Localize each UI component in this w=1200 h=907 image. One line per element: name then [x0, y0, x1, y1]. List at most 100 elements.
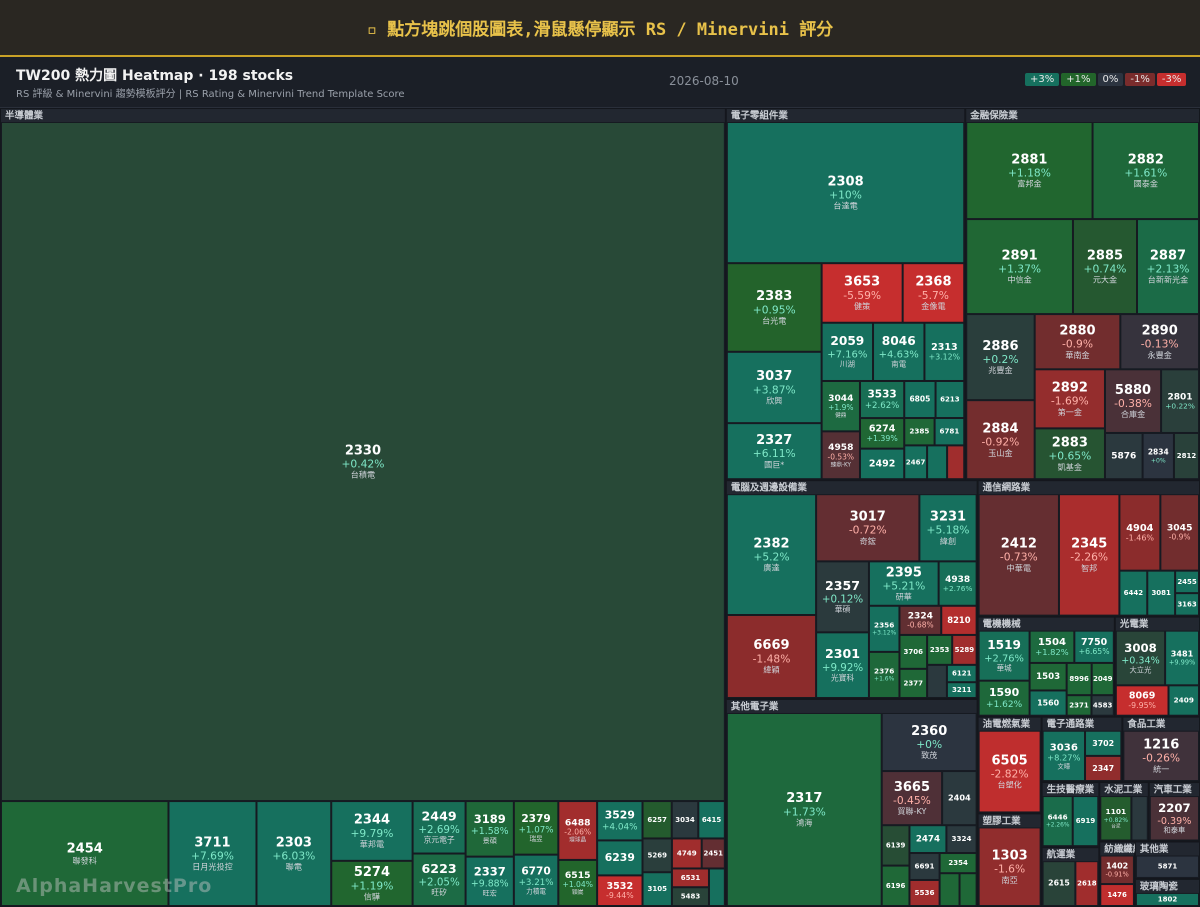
stock-tile[interactable]: 3081	[1147, 570, 1176, 616]
stock-tile[interactable]: 6139	[881, 825, 910, 866]
stock-tile[interactable]: 5483	[671, 887, 709, 906]
stock-tile[interactable]: 2360+0%致茂	[881, 712, 977, 772]
stock-tile[interactable]: 3481+9.99%	[1165, 630, 1200, 686]
stock-tile[interactable]: 3702	[1085, 730, 1122, 756]
stock-tile[interactable]: 3532-9.44%	[597, 875, 643, 906]
stock-tile[interactable]: 2317+1.73%鴻海	[726, 712, 882, 906]
stock-tile[interactable]	[927, 445, 948, 480]
stock-tile[interactable]: 2412-0.73%中華電	[978, 494, 1059, 616]
stock-tile[interactable]: 6805	[904, 380, 936, 419]
stock-tile[interactable]: 6770+3.21%力積電	[513, 854, 559, 906]
stock-tile[interactable]: 2404	[942, 771, 977, 826]
stock-tile[interactable]: 2882+1.61%國泰金	[1092, 122, 1199, 220]
stock-tile[interactable]: 2357+0.12%華碩	[816, 561, 869, 633]
stock-tile[interactable]	[939, 873, 960, 906]
stock-tile[interactable]: 2812	[1173, 432, 1200, 480]
stock-tile[interactable]: 2207-0.39%和泰車	[1149, 796, 1200, 841]
stock-tile[interactable]: 3034	[671, 801, 699, 839]
stock-tile[interactable]: 5269	[642, 838, 672, 873]
stock-tile[interactable]: 2313+3.12%	[924, 322, 965, 381]
stock-tile[interactable]: 2059+7.16%川湖	[821, 322, 874, 381]
stock-tile[interactable]: 5880-0.38%合庫金	[1104, 369, 1162, 433]
stock-tile[interactable]: 2324-0.68%	[899, 605, 942, 635]
stock-tile[interactable]: 3653-5.59%健策	[821, 263, 903, 323]
stock-tile[interactable]: 5289	[952, 634, 977, 665]
stock-tile[interactable]	[927, 664, 947, 698]
stock-tile[interactable]: 5274+1.19%信驊	[331, 860, 413, 907]
stock-tile[interactable]: 6274+1.39%	[859, 418, 905, 449]
stock-tile[interactable]: 6442	[1119, 570, 1148, 616]
stock-tile[interactable]: 2354	[939, 853, 977, 874]
stock-tile[interactable]: 3036+8.27%文曄	[1042, 730, 1086, 782]
stock-tile[interactable]: 2327+6.11%國巨*	[726, 423, 822, 480]
stock-tile[interactable]: 4749	[671, 838, 702, 869]
stock-tile[interactable]: 6223+2.05%旺矽	[412, 853, 466, 907]
stock-tile[interactable]: 2449+2.69%京元電子	[412, 801, 466, 854]
stock-tile[interactable]	[1131, 796, 1148, 841]
stock-tile[interactable]: 2467	[904, 445, 928, 480]
stock-tile[interactable]: 2308+10%台達電	[726, 122, 965, 264]
stock-tile[interactable]: 2383+0.95%台光電	[726, 263, 822, 352]
stock-tile[interactable]	[708, 868, 725, 906]
stock-tile[interactable]: 2881+1.18%富邦金	[966, 122, 1093, 220]
stock-tile[interactable]: 5871	[1135, 855, 1199, 878]
stock-tile[interactable]: 2353	[927, 634, 953, 665]
stock-tile[interactable]: 5876	[1104, 432, 1143, 480]
stock-tile[interactable]: 1590+1.62%	[978, 680, 1030, 716]
stock-tile[interactable]: 6121	[946, 664, 977, 683]
stock-tile[interactable]: 2890-0.13%永豐金	[1120, 314, 1200, 370]
stock-tile[interactable]: 2347	[1085, 755, 1122, 782]
stock-tile[interactable]: 2455	[1175, 570, 1200, 594]
stock-tile[interactable]: 4938+2.76%	[938, 561, 977, 606]
stock-tile[interactable]: 6531	[671, 868, 709, 888]
stock-tile[interactable]: 2049	[1091, 662, 1114, 696]
stock-tile[interactable]: 3706	[899, 634, 928, 669]
stock-tile[interactable]: 8046+4.63%南電	[873, 322, 925, 381]
stock-tile[interactable]: 2885+0.74%元大金	[1072, 219, 1137, 315]
stock-tile[interactable]: 2379+1.07%瑞昱	[513, 801, 559, 855]
stock-tile[interactable]: 3533+2.62%	[859, 380, 905, 419]
stock-tile[interactable]: 3037+3.87%欣興	[726, 351, 822, 424]
stock-tile[interactable]: 5536	[909, 879, 940, 906]
stock-tile[interactable]: 2303+6.03%聯電	[256, 801, 332, 906]
stock-tile[interactable]: 3163	[1175, 593, 1200, 616]
stock-tile[interactable]: 2451	[701, 838, 725, 869]
stock-tile[interactable]: 3231+5.18%緯創	[919, 494, 977, 562]
stock-tile[interactable]: 8996	[1066, 662, 1092, 696]
stock-tile[interactable]: 2395+5.21%研華	[868, 561, 939, 606]
stock-tile[interactable]: 2356+3.12%	[868, 605, 900, 652]
stock-tile[interactable]: 3189+1.58%景碩	[465, 801, 514, 857]
stock-tile[interactable]: 6239	[597, 840, 643, 876]
stock-tile[interactable]: 1303-1.6%南亞	[978, 827, 1041, 906]
stock-tile[interactable]: 1504+1.82%	[1029, 630, 1075, 663]
stock-tile[interactable]: 2892-1.69%第一金	[1034, 369, 1105, 429]
stock-tile[interactable]: 1101+0.82%台泥	[1100, 796, 1132, 841]
stock-tile[interactable]: 2344+9.79%華邦電	[331, 801, 413, 861]
stock-tile[interactable]: 3044+1.9%健鼎	[821, 380, 860, 432]
stock-tile[interactable]: 3045-0.9%	[1160, 494, 1199, 571]
stock-tile[interactable]: 3105	[642, 872, 672, 906]
stock-tile[interactable]: 1402-0.91%	[1100, 855, 1134, 885]
stock-tile[interactable]: 6691	[909, 853, 940, 880]
stock-tile[interactable]: 2887+2.13%台新新光金	[1136, 219, 1199, 315]
stock-tile[interactable]: 3017-0.72%奇鋐	[816, 494, 920, 562]
stock-tile[interactable]: 2615	[1042, 861, 1076, 906]
stock-tile[interactable]: 2492	[859, 448, 905, 480]
stock-tile[interactable]: 4583	[1091, 695, 1114, 716]
stock-tile[interactable]: 2376+1.6%	[868, 651, 900, 698]
stock-tile[interactable]: 6196	[881, 865, 910, 907]
stock-tile[interactable]: 2834+0%	[1142, 432, 1174, 480]
stock-tile[interactable]: 3324	[946, 825, 977, 854]
stock-tile[interactable]	[959, 873, 977, 906]
stock-tile[interactable]: 6919	[1072, 796, 1099, 847]
stock-tile[interactable]: 2337+9.88%旺宏	[465, 856, 514, 907]
stock-tile[interactable]: 6415	[698, 801, 725, 839]
stock-tile[interactable]: 6515+1.04%穎崴	[558, 859, 598, 906]
stock-tile[interactable]: 6669-1.48%緯穎	[726, 614, 817, 698]
stock-tile[interactable]: 4958-0.53%臻鼎-KY	[821, 431, 860, 480]
stock-tile[interactable]: 2330+0.42%台積電	[1, 122, 725, 802]
stock-tile[interactable]: 1216-0.26%統一	[1123, 730, 1199, 782]
stock-tile[interactable]: 8069-9.95%	[1115, 685, 1169, 716]
stock-tile[interactable]: 2301+9.92%光寶科	[816, 632, 869, 698]
stock-tile[interactable]: 3529+4.04%	[597, 801, 643, 841]
